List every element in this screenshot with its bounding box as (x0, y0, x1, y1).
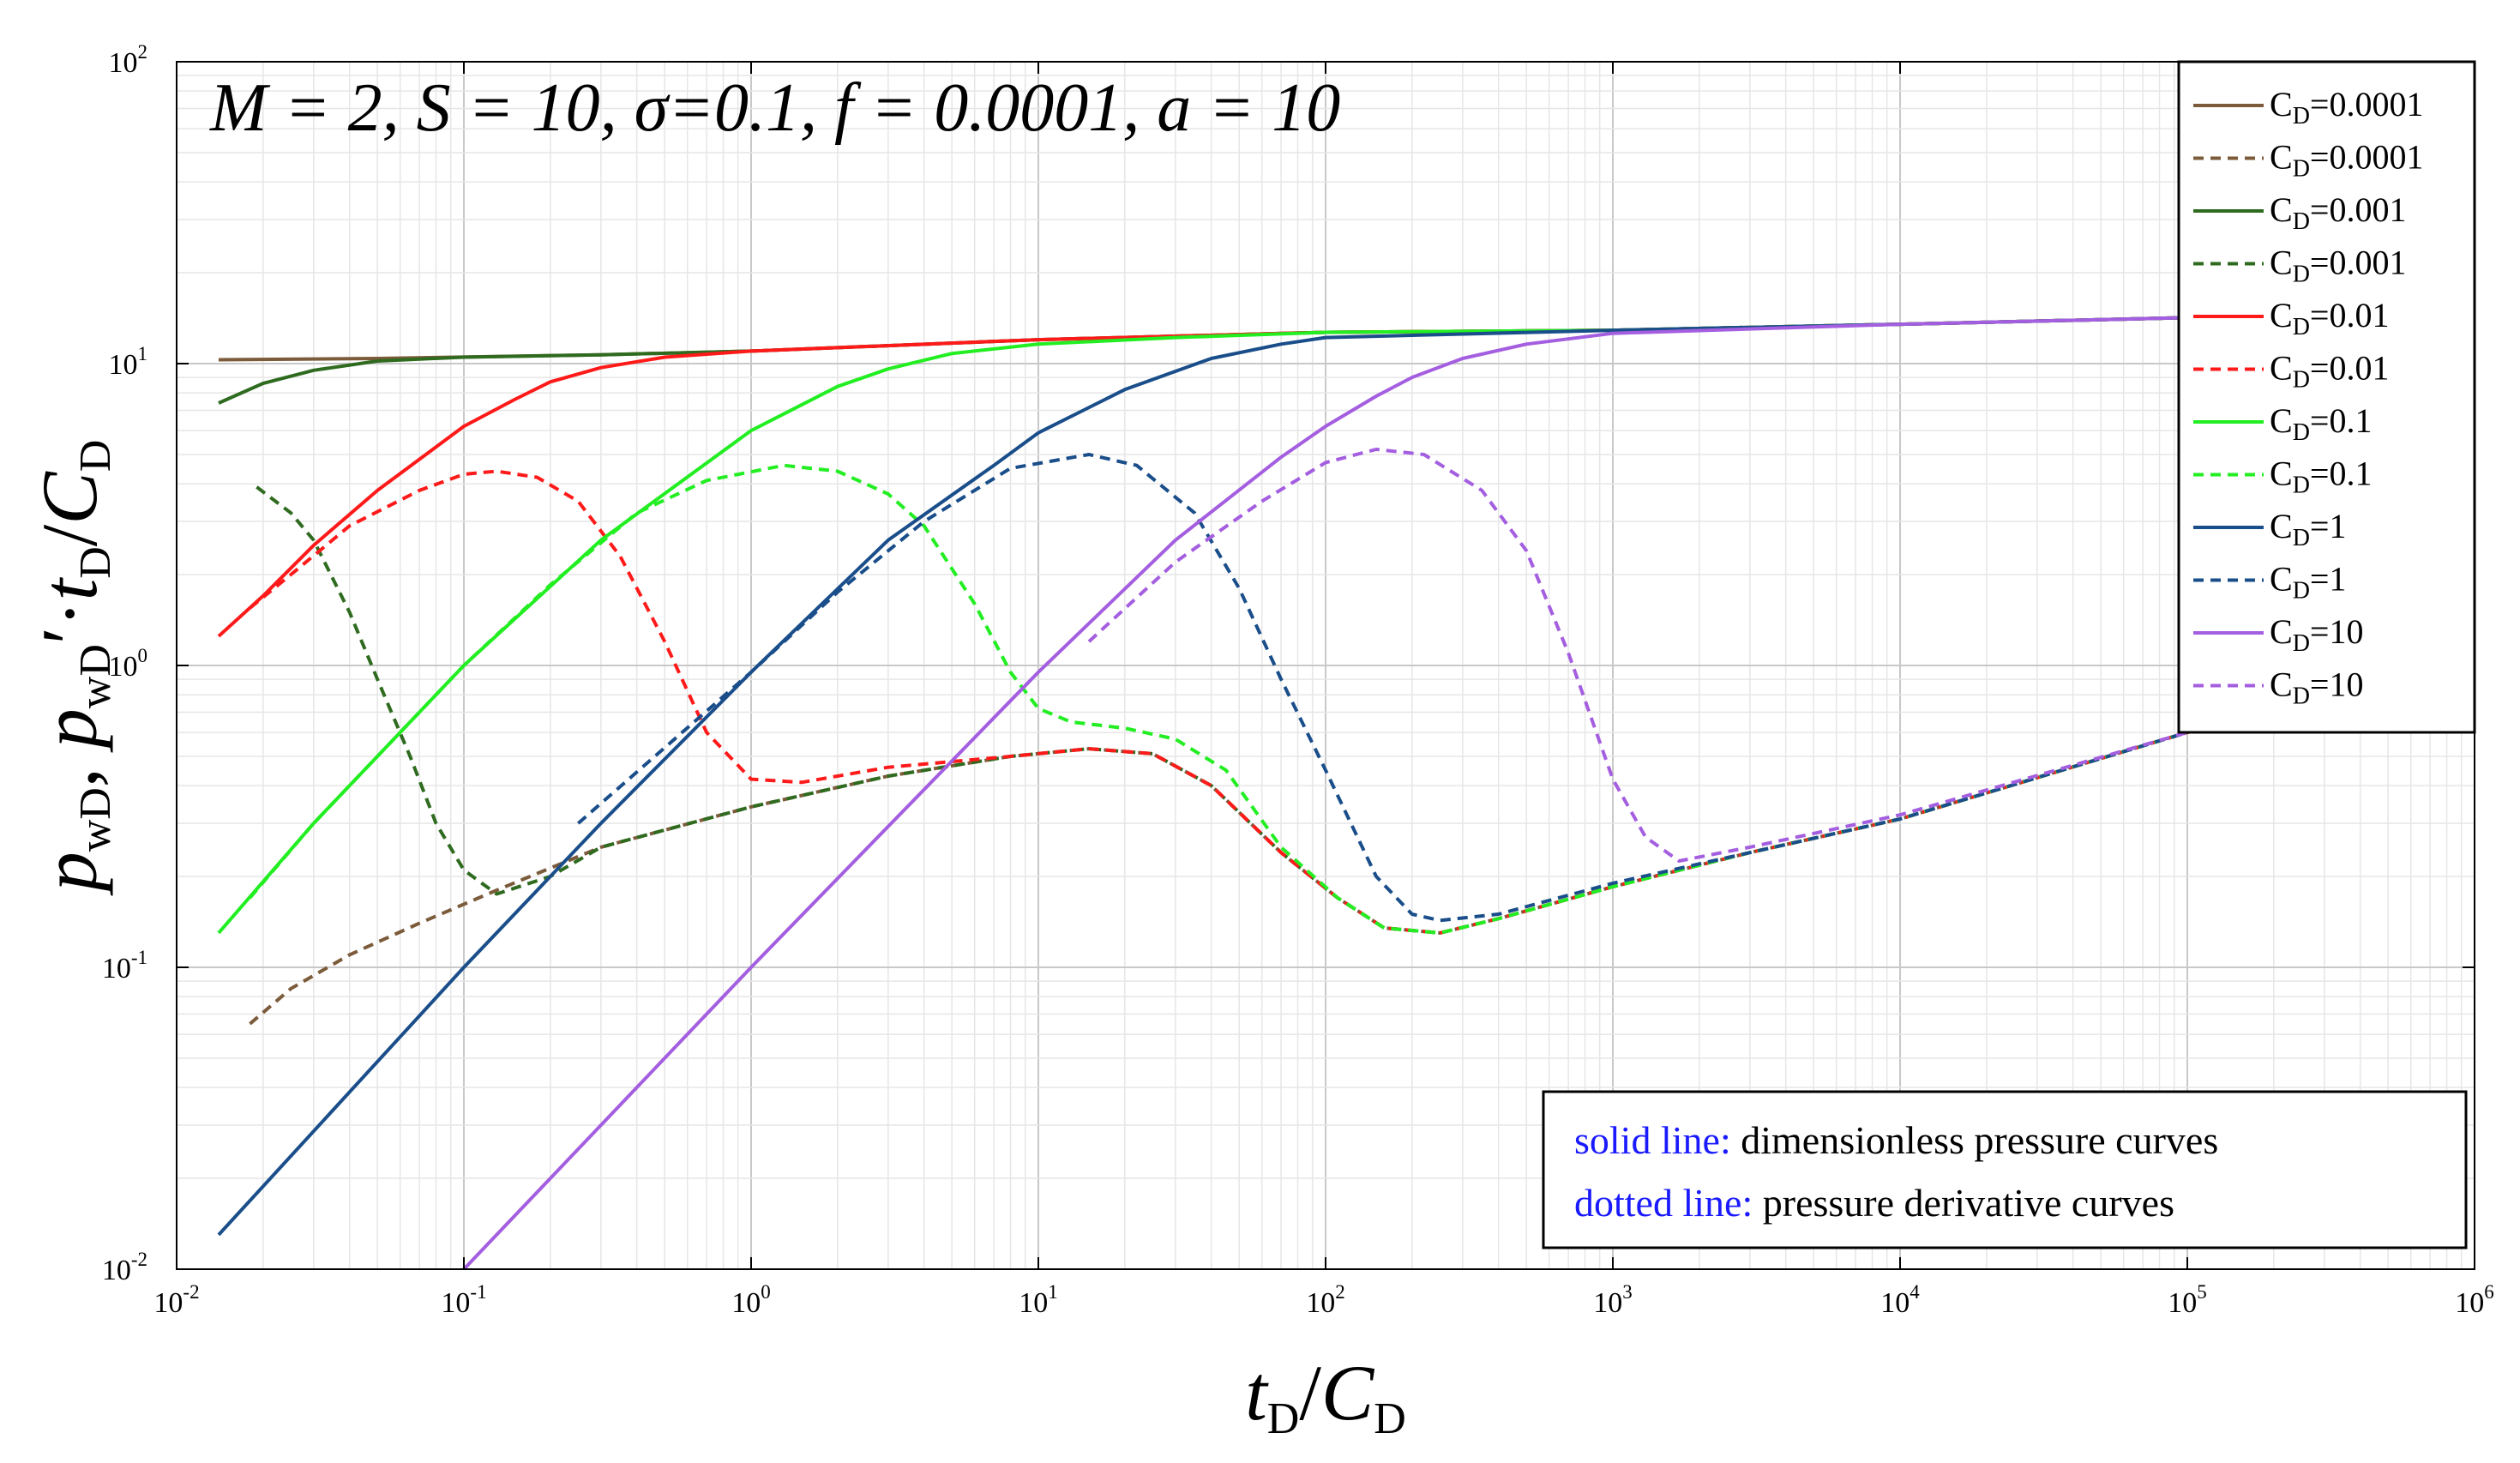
legend-label: CD=10 (2270, 612, 2363, 657)
legend-label: CD=0.0001 (2270, 138, 2423, 183)
y-tick-label: 101 (109, 343, 148, 381)
annotation-line-solid: solid line: dimensionless pressure curve… (1574, 1118, 2218, 1162)
annotation-box (1542, 1090, 2468, 1249)
legend-label: CD=0.001 (2270, 190, 2406, 235)
legend-label: CD=10 (2270, 665, 2363, 710)
legend: CD=0.0001 CD=0.0001 CD=0.001 CD=0.001 CD=0.0… (2177, 60, 2476, 734)
series-layer (217, 309, 2475, 1271)
x-tick-label: 104 (1880, 1281, 1920, 1319)
legend-label: CD=0.01 (2270, 349, 2389, 394)
parameter-label: M = 2, S = 10, σ=0.1, f = 0.0001, a = 10 (209, 70, 1340, 146)
x-tick-label: 105 (2168, 1281, 2207, 1319)
y-axis-title: pwD, pwD′·tD/CD (26, 440, 120, 897)
legend-label: CD=0.01 (2270, 296, 2389, 340)
series-line-derivative-0.1 (248, 463, 2475, 935)
legend-label: CD=0.1 (2270, 455, 2372, 499)
x-tick-label: 10-2 (153, 1281, 199, 1319)
y-tick-label: 100 (109, 645, 148, 683)
x-tick-label: 101 (1019, 1281, 1058, 1319)
axis-ticks: 10-2 10-1 100 101 102 103 104 105 106 10-2 10-1 100… (102, 41, 2494, 1319)
x-axis-title: tD/CD (1245, 1349, 1406, 1443)
legend-label: CD=1 (2270, 507, 2346, 551)
y-tick-label: 102 (109, 41, 148, 79)
legend-box (2177, 60, 2476, 734)
legend-label: CD=1 (2270, 560, 2346, 605)
series-line-derivative-10 (1087, 448, 2475, 863)
legend-label: CD=0.0001 (2270, 85, 2423, 129)
x-tick-label: 100 (731, 1281, 771, 1319)
legend-label: CD=0.001 (2270, 244, 2406, 288)
x-tick-label: 106 (2455, 1281, 2494, 1319)
x-tick-label: 10-1 (441, 1281, 486, 1319)
x-tick-label: 102 (1306, 1281, 1345, 1319)
legend-entries: CD=0.0001 CD=0.0001 CD=0.001 CD=0.001 CD=0.0… (2193, 85, 2423, 710)
series-line-derivative-0.0001 (249, 664, 2475, 1026)
x-tick-label: 103 (1593, 1281, 1633, 1319)
series-line-pressure-10 (462, 309, 2475, 1271)
legend-label: CD=0.1 (2270, 401, 2372, 446)
series-line-derivative-1 (576, 453, 2475, 923)
y-tick-label: 10-2 (102, 1249, 147, 1286)
y-tick-label: 10-1 (102, 947, 147, 984)
annotation-line-dotted: dotted line: pressure derivative curves (1574, 1181, 2174, 1225)
line-style-annotation: solid line: dimensionless pressure curve… (1542, 1090, 2468, 1249)
